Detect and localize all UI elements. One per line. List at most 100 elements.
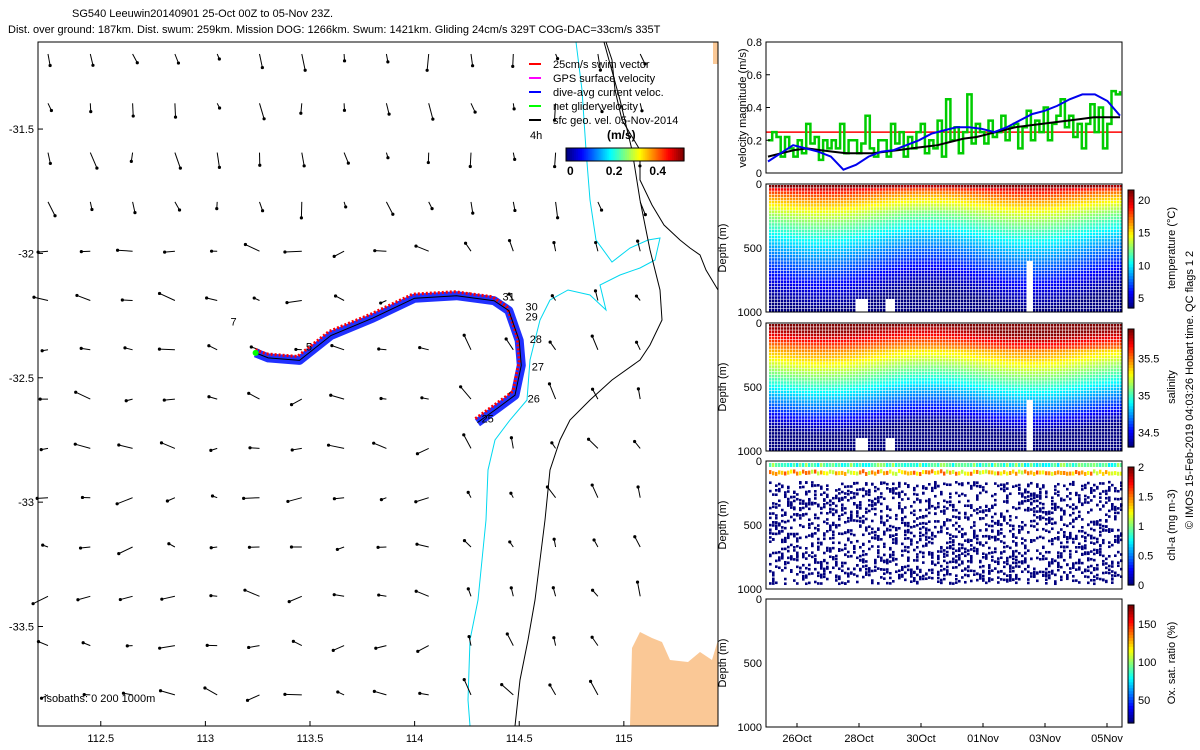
section-sample <box>793 296 796 299</box>
section-sample <box>922 245 925 249</box>
section-sample <box>1060 213 1063 217</box>
section-sample <box>1102 254 1105 258</box>
section-sample <box>901 277 904 280</box>
section-sample <box>1015 216 1018 220</box>
section-sample <box>988 305 991 309</box>
section-sample <box>904 191 907 194</box>
section-sample <box>955 185 958 188</box>
section-sample <box>844 191 847 194</box>
section-sample <box>1075 254 1078 258</box>
section-sample <box>874 280 877 283</box>
section-sample <box>1042 289 1045 293</box>
section-sample <box>1018 229 1021 233</box>
section-sample <box>877 248 880 252</box>
section-sample <box>844 251 847 255</box>
section-sample <box>1039 216 1042 220</box>
section-sample <box>898 213 901 217</box>
section-sample <box>838 219 841 223</box>
section-sample <box>1072 235 1075 239</box>
section-sample <box>961 283 964 287</box>
section-sample <box>778 185 781 188</box>
section-sample <box>880 185 883 188</box>
section-sample <box>886 258 889 261</box>
section-sample <box>958 277 961 280</box>
section-sample <box>1093 251 1096 255</box>
section-sample <box>979 185 982 188</box>
section-sample <box>856 254 859 258</box>
section-sample <box>1027 245 1030 249</box>
section-sample <box>994 232 997 236</box>
section-sample <box>1036 286 1039 290</box>
section-sample <box>1045 232 1048 236</box>
section-sample <box>844 219 847 223</box>
velocity-arrow-head <box>329 393 333 397</box>
section-sample <box>934 216 937 220</box>
velocity-arrow-head <box>302 164 306 168</box>
section-sample <box>1087 204 1090 207</box>
section-sample <box>1084 267 1087 271</box>
velocity-arrow <box>637 582 641 597</box>
section-sample <box>994 239 997 242</box>
section-sample <box>1069 223 1072 226</box>
section-sample <box>982 188 985 191</box>
section-sample <box>958 305 961 309</box>
section-sample <box>985 185 988 188</box>
section-sample <box>832 223 835 226</box>
section-sample <box>925 289 928 293</box>
section-sample <box>778 261 781 264</box>
section-sample <box>874 274 877 277</box>
section-sample <box>943 235 946 239</box>
section-sample <box>967 226 970 229</box>
section-sample <box>874 286 877 290</box>
day-label: 25 <box>482 414 494 426</box>
section-sample <box>787 280 790 283</box>
velocity-arrow <box>132 103 134 117</box>
section-sample <box>1000 242 1003 245</box>
velocity-arrow-head <box>162 398 166 402</box>
section-sample <box>793 264 796 268</box>
section-sample <box>811 219 814 223</box>
section-sample <box>1090 197 1093 201</box>
section-sample <box>910 299 913 303</box>
section-sample <box>832 248 835 252</box>
section-sample <box>1015 280 1018 283</box>
section-sample <box>1075 188 1078 191</box>
section-sample <box>769 270 772 274</box>
velocity-arrow <box>248 392 260 400</box>
section-sample <box>988 270 991 274</box>
section-sample <box>892 239 895 242</box>
section-sample <box>889 267 892 271</box>
section-sample <box>1018 226 1021 229</box>
section-sample <box>1036 283 1039 287</box>
section-sample <box>901 274 904 277</box>
section-sample <box>985 232 988 236</box>
section-sample <box>808 251 811 255</box>
section-sample <box>841 197 844 201</box>
section-sample <box>1084 264 1087 268</box>
section-sample <box>1096 280 1099 283</box>
section-sample <box>853 232 856 236</box>
section-sample <box>988 200 991 204</box>
section-sample <box>787 239 790 242</box>
section-sample <box>928 185 931 188</box>
section-sample <box>772 223 775 226</box>
section-sample <box>1072 197 1075 201</box>
section-sample <box>955 264 958 268</box>
section-sample <box>1006 185 1009 188</box>
section-sample <box>1075 283 1078 287</box>
section-sample <box>784 280 787 283</box>
section-sample <box>1066 200 1069 204</box>
section-sample <box>979 216 982 220</box>
section-sample <box>1042 239 1045 242</box>
colorbar-tick-label: 0.4 <box>649 164 666 178</box>
section-sample <box>1012 280 1015 283</box>
section-sample <box>1042 267 1045 271</box>
section-sample <box>847 200 850 204</box>
section-sample <box>784 219 787 223</box>
section-sample <box>1000 210 1003 214</box>
velocity-arrow-head <box>387 112 391 116</box>
section-sample <box>847 283 850 287</box>
section-sample <box>826 245 829 249</box>
section-sample <box>820 293 823 296</box>
section-sample <box>892 296 895 299</box>
